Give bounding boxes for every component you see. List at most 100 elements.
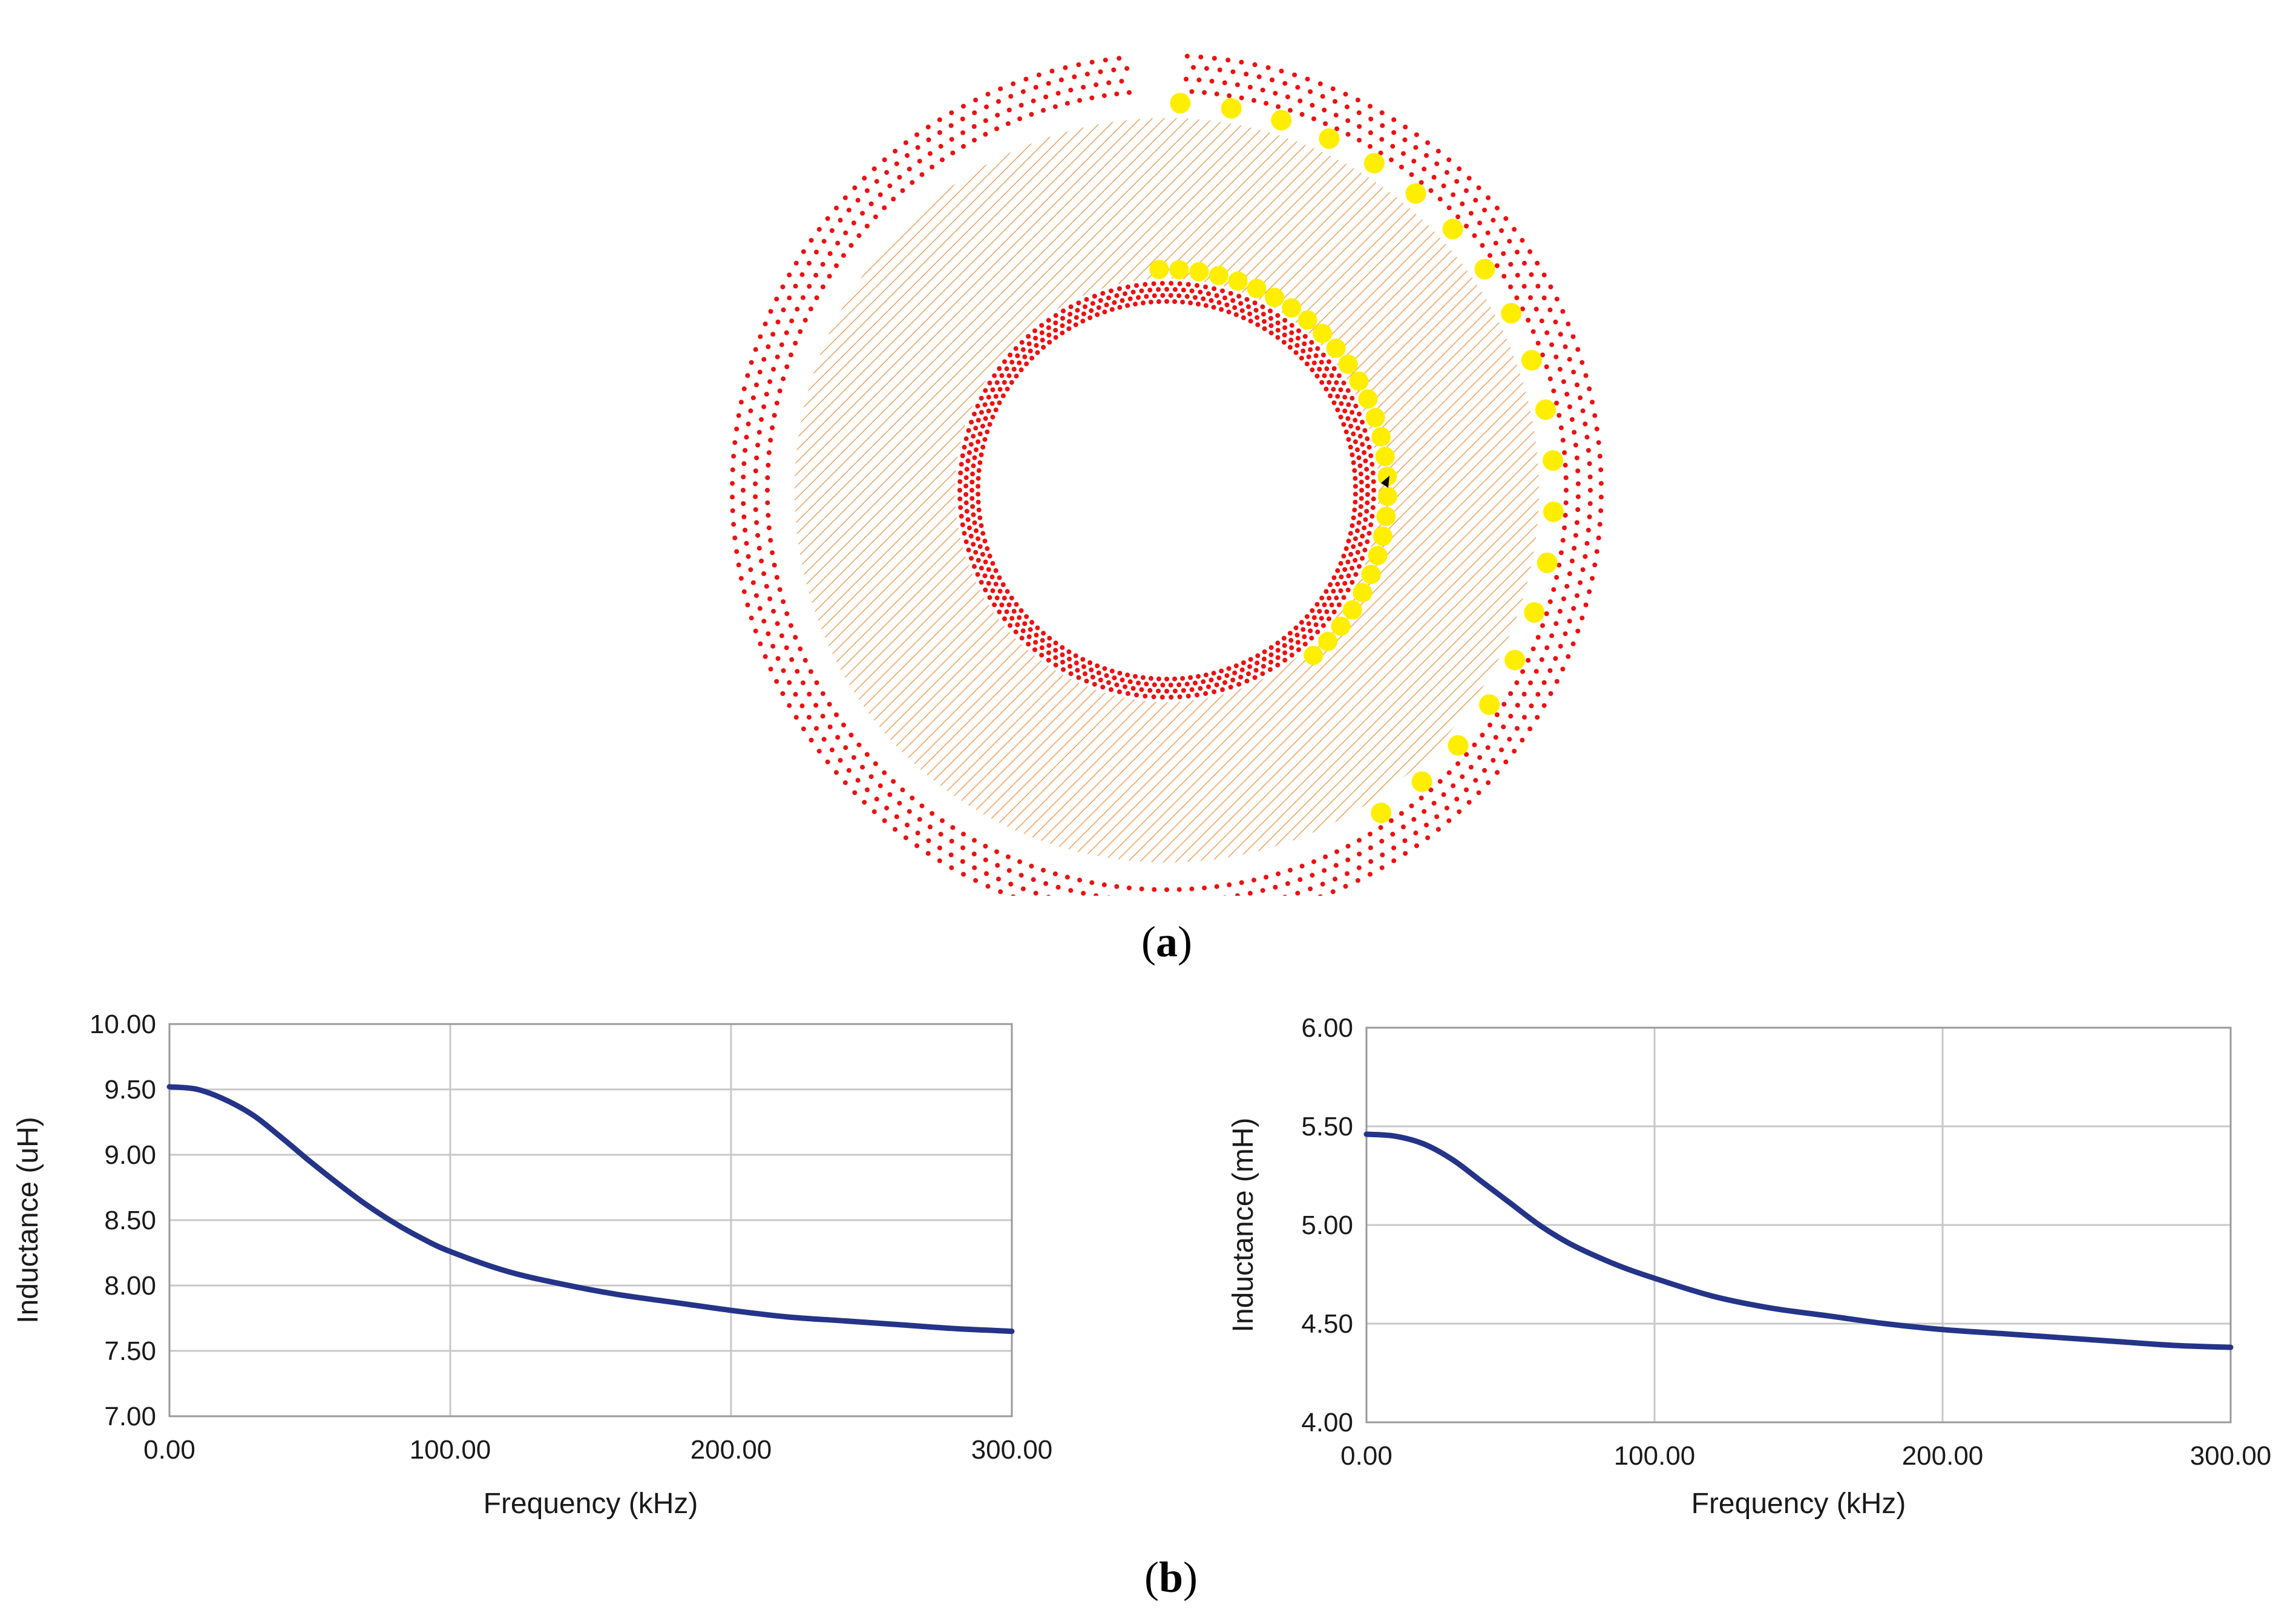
outer-winding-dot bbox=[998, 86, 1003, 91]
inner-winding-dot bbox=[982, 573, 988, 579]
outer-winding-dot bbox=[1282, 80, 1288, 86]
inner-winding-dot bbox=[1018, 367, 1024, 373]
outer-winding-dot bbox=[949, 865, 954, 870]
inner-winding-dot bbox=[1281, 635, 1287, 641]
inner-winding-dot bbox=[972, 412, 977, 417]
plot-frame bbox=[1365, 1026, 2232, 1424]
outer-winding-dot bbox=[1535, 283, 1541, 289]
inner-winding-dot bbox=[1306, 354, 1311, 360]
outer-winding-dot bbox=[1196, 77, 1202, 83]
outer-winding-dot bbox=[1089, 95, 1095, 100]
outer-winding-dot bbox=[1189, 89, 1195, 94]
inner-winding-dot bbox=[1328, 582, 1333, 587]
inner-winding-dot bbox=[1275, 648, 1281, 653]
inner-winding-dot bbox=[1180, 300, 1186, 305]
inner-winding-dot bbox=[1100, 291, 1106, 296]
outer-winding-dot bbox=[1571, 369, 1576, 375]
inner-winding-dot bbox=[1357, 433, 1363, 439]
outer-winding-dot bbox=[807, 260, 812, 266]
outer-winding-dot bbox=[1494, 712, 1500, 717]
outer-winding-dot bbox=[1541, 295, 1547, 301]
inner-winding-dot bbox=[974, 447, 979, 453]
outer-winding-dot bbox=[1503, 216, 1509, 222]
outer-winding-dot bbox=[1320, 881, 1325, 887]
outer-winding-dot bbox=[814, 295, 819, 300]
y-tick-label: 4.50 bbox=[1301, 1309, 1353, 1339]
outer-winding-dot bbox=[856, 233, 862, 238]
inner-winding-dot bbox=[976, 484, 981, 489]
inner-winding-dot bbox=[1011, 367, 1017, 372]
inner-winding-dot bbox=[1046, 650, 1051, 655]
inner-winding-dot bbox=[993, 393, 999, 399]
outer-conductor-marker bbox=[1371, 803, 1392, 824]
outer-winding-dot bbox=[1288, 108, 1293, 113]
inner-winding-dot bbox=[966, 547, 971, 553]
inner-winding-dot bbox=[1268, 645, 1274, 650]
outer-winding-dot bbox=[802, 658, 808, 663]
inner-winding-dot bbox=[1226, 666, 1232, 671]
inner-winding-dot bbox=[1125, 691, 1130, 696]
outer-winding-dot bbox=[882, 157, 887, 162]
outer-winding-dot bbox=[1256, 74, 1262, 79]
outer-winding-dot bbox=[871, 166, 877, 171]
inner-winding-dot bbox=[1369, 513, 1375, 519]
outer-winding-dot bbox=[1535, 260, 1540, 266]
inner-winding-dot bbox=[1035, 350, 1040, 355]
inner-winding-dot bbox=[1294, 632, 1300, 638]
inner-winding-dot bbox=[1186, 694, 1191, 699]
outer-winding-dot bbox=[1126, 90, 1132, 95]
inner-winding-dot bbox=[1362, 450, 1367, 455]
outer-winding-dot bbox=[1068, 888, 1074, 893]
outer-winding-dot bbox=[1578, 395, 1583, 401]
inner-winding-dot bbox=[1006, 373, 1012, 378]
outer-winding-dot bbox=[748, 567, 753, 573]
outer-winding-dot bbox=[755, 533, 761, 538]
inner-winding-dot bbox=[986, 395, 991, 400]
outer-conductor-marker bbox=[1479, 694, 1500, 715]
inner-winding-dot bbox=[966, 428, 971, 433]
outer-winding-dot bbox=[893, 827, 898, 832]
inner-winding-dot bbox=[1320, 352, 1326, 358]
inner-winding-dot bbox=[1319, 360, 1324, 365]
inner-winding-dot bbox=[1009, 596, 1014, 601]
outer-winding-dot bbox=[1330, 86, 1336, 91]
inner-winding-dot bbox=[1196, 301, 1201, 307]
outer-winding-dot bbox=[1114, 884, 1120, 889]
inner-winding-dot bbox=[1013, 346, 1018, 351]
outer-winding-dot bbox=[1446, 818, 1452, 823]
inner-winding-dot bbox=[1253, 307, 1259, 313]
inner-winding-dot bbox=[1338, 588, 1343, 593]
outer-winding-dot bbox=[1570, 641, 1576, 646]
outer-conductor-marker bbox=[1501, 303, 1522, 324]
outer-winding-dot bbox=[741, 461, 747, 466]
inner-winding-dot bbox=[1309, 635, 1314, 641]
inner-winding-dot bbox=[1176, 682, 1182, 688]
outer-winding-dot bbox=[1521, 691, 1527, 697]
outer-winding-dot bbox=[897, 174, 902, 180]
inner-winding-dot bbox=[1323, 386, 1329, 392]
inner-winding-dot bbox=[1140, 675, 1146, 680]
inner-winding-dot bbox=[963, 539, 969, 545]
outer-winding-dot bbox=[1368, 103, 1373, 109]
inner-winding-dot bbox=[1348, 444, 1353, 450]
y-tick-label: 9.50 bbox=[104, 1075, 156, 1105]
outer-winding-dot bbox=[753, 468, 758, 473]
outer-winding-dot bbox=[1419, 795, 1424, 801]
outer-winding-dot bbox=[1428, 188, 1434, 193]
outer-winding-dot bbox=[1569, 417, 1575, 422]
inner-winding-dot bbox=[1255, 660, 1260, 666]
outer-winding-dot bbox=[1587, 514, 1592, 519]
inner-winding-dot bbox=[1287, 631, 1293, 636]
outer-conductor-marker bbox=[1448, 735, 1469, 756]
outer-winding-dot bbox=[1333, 862, 1339, 868]
outer-winding-dot bbox=[1431, 174, 1437, 180]
outer-winding-dot bbox=[1391, 130, 1397, 135]
inner-winding-dot bbox=[1006, 602, 1012, 608]
inner-winding-dot bbox=[1008, 623, 1013, 628]
inner-winding-dot bbox=[1346, 538, 1351, 543]
y-tick-label: 10.00 bbox=[90, 1010, 156, 1039]
outer-winding-dot bbox=[995, 113, 1000, 118]
inner-winding-dot bbox=[1310, 367, 1315, 373]
inner-winding-dot bbox=[982, 538, 988, 543]
inner-winding-dot bbox=[1226, 309, 1232, 315]
